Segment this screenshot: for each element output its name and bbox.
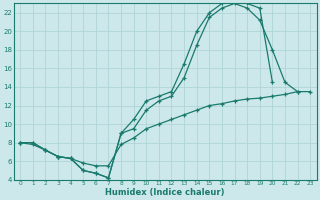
- X-axis label: Humidex (Indice chaleur): Humidex (Indice chaleur): [106, 188, 225, 197]
